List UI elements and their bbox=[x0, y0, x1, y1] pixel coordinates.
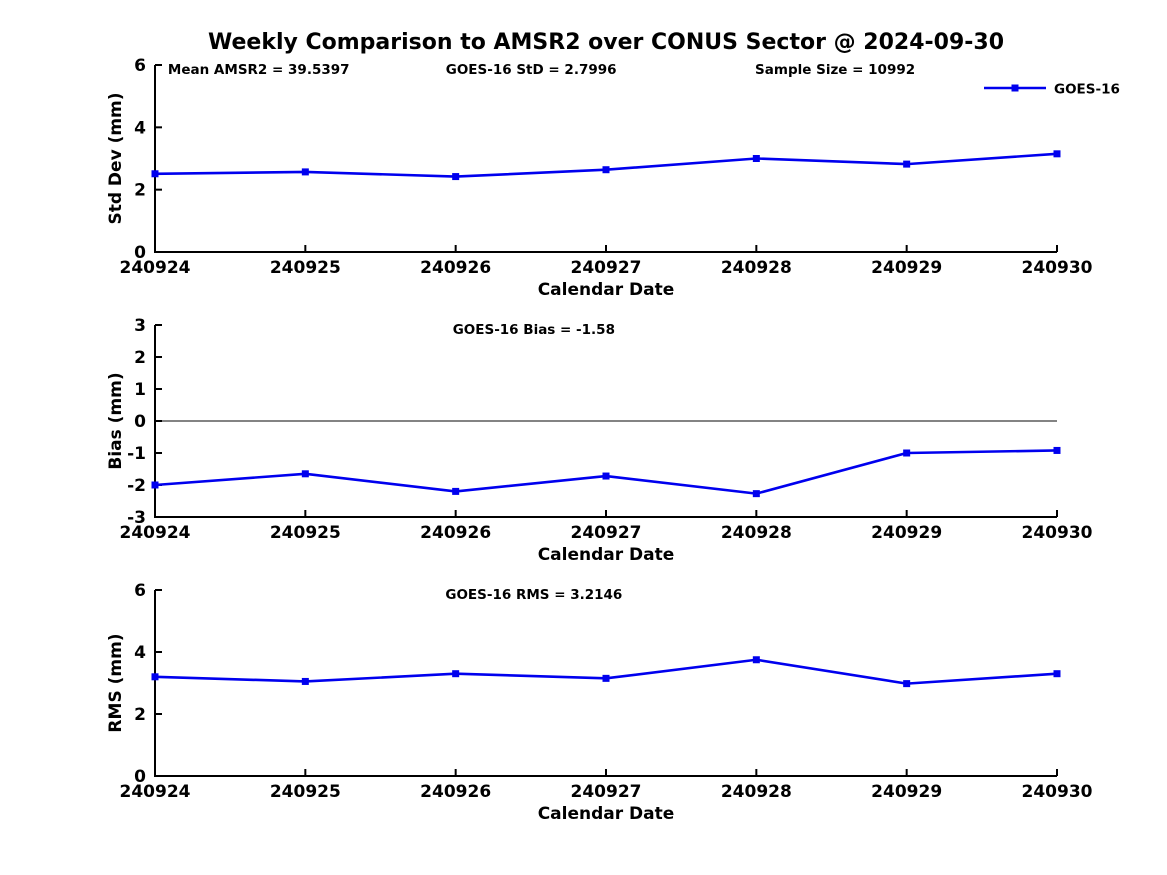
x-tick-label: 240925 bbox=[270, 782, 341, 802]
data-point-marker bbox=[151, 481, 159, 489]
data-point-marker bbox=[452, 487, 460, 495]
x-tick-label: 240926 bbox=[420, 258, 491, 278]
y-axis-label: Bias (mm) bbox=[106, 372, 126, 469]
x-tick-label: 240927 bbox=[571, 523, 642, 543]
y-tick-label: 6 bbox=[134, 56, 146, 76]
annotation: GOES-16 RMS = 3.2146 bbox=[445, 587, 622, 603]
data-point-marker bbox=[452, 670, 460, 678]
x-tick-label: 240925 bbox=[270, 523, 341, 543]
x-axis-label: Calendar Date bbox=[538, 804, 675, 824]
data-point-marker bbox=[301, 168, 309, 176]
y-axis-label: Std Dev (mm) bbox=[106, 92, 126, 224]
data-point-marker bbox=[752, 490, 760, 498]
x-tick-label: 240930 bbox=[1022, 258, 1093, 278]
data-point-marker bbox=[903, 449, 911, 457]
x-tick-label: 240926 bbox=[420, 523, 491, 543]
x-tick-label: 240929 bbox=[871, 782, 942, 802]
x-tick-label: 240924 bbox=[120, 523, 191, 543]
y-tick-label: 2 bbox=[134, 181, 146, 201]
y-tick-label: -2 bbox=[127, 476, 146, 496]
figure-title: Weekly Comparison to AMSR2 over CONUS Se… bbox=[208, 30, 1004, 55]
y-tick-label: -1 bbox=[127, 444, 146, 464]
data-point-marker bbox=[452, 173, 460, 181]
y-tick-label: 1 bbox=[134, 380, 146, 400]
data-point-marker bbox=[1053, 670, 1061, 678]
data-point-marker bbox=[602, 674, 610, 682]
data-point-marker bbox=[752, 656, 760, 664]
x-tick-label: 240924 bbox=[120, 258, 191, 278]
x-tick-label: 240930 bbox=[1022, 782, 1093, 802]
x-tick-label: 240927 bbox=[571, 782, 642, 802]
annotation: GOES-16 StD = 2.7996 bbox=[446, 62, 617, 78]
y-tick-label: -3 bbox=[127, 508, 146, 528]
x-tick-label: 240928 bbox=[721, 523, 792, 543]
data-point-marker bbox=[151, 170, 159, 178]
x-tick-label: 240928 bbox=[721, 782, 792, 802]
x-tick-label: 240929 bbox=[871, 258, 942, 278]
x-tick-label: 240924 bbox=[120, 782, 191, 802]
y-tick-label: 3 bbox=[134, 316, 146, 336]
y-tick-label: 0 bbox=[134, 412, 146, 432]
x-tick-label: 240930 bbox=[1022, 523, 1093, 543]
annotation: GOES-16 Bias = -1.58 bbox=[453, 322, 615, 338]
x-tick-label: 240926 bbox=[420, 782, 491, 802]
series-line bbox=[154, 449, 1058, 495]
y-tick-label: 2 bbox=[134, 348, 146, 368]
data-point-marker bbox=[151, 673, 159, 681]
data-point-marker bbox=[301, 470, 309, 478]
legend-marker-sample bbox=[1011, 84, 1019, 92]
legend-label: GOES-16 bbox=[1054, 82, 1120, 98]
x-axis-label: Calendar Date bbox=[538, 545, 675, 565]
data-point-marker bbox=[602, 472, 610, 480]
y-tick-label: 0 bbox=[134, 767, 146, 787]
y-tick-label: 4 bbox=[134, 118, 146, 138]
y-tick-label: 6 bbox=[134, 581, 146, 601]
data-point-marker bbox=[903, 160, 911, 168]
data-point-marker bbox=[602, 166, 610, 174]
x-tick-label: 240927 bbox=[571, 258, 642, 278]
data-point-marker bbox=[752, 155, 760, 162]
data-point-marker bbox=[903, 680, 911, 688]
y-tick-label: 0 bbox=[134, 243, 146, 263]
x-axis-label: Calendar Date bbox=[538, 280, 675, 300]
x-tick-label: 240928 bbox=[721, 258, 792, 278]
data-point-marker bbox=[301, 677, 309, 685]
x-tick-label: 240925 bbox=[270, 258, 341, 278]
y-axis-label: RMS (mm) bbox=[106, 633, 126, 732]
annotation: Sample Size = 10992 bbox=[755, 62, 915, 78]
data-point-marker bbox=[1053, 446, 1061, 454]
x-tick-label: 240929 bbox=[871, 523, 942, 543]
y-tick-label: 2 bbox=[134, 705, 146, 725]
y-tick-label: 4 bbox=[134, 643, 146, 663]
data-point-marker bbox=[1053, 150, 1061, 158]
annotation: Mean AMSR2 = 39.5397 bbox=[168, 62, 350, 78]
